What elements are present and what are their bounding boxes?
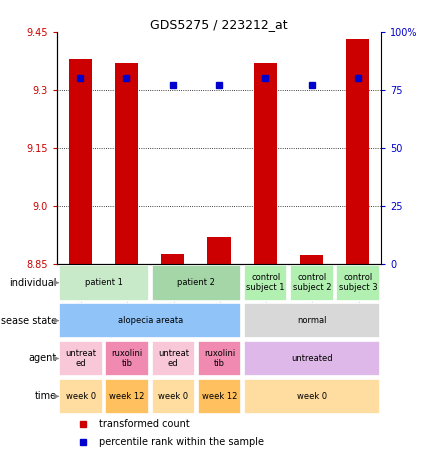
Text: week 12: week 12 [110, 392, 145, 401]
FancyBboxPatch shape [198, 379, 241, 414]
FancyBboxPatch shape [152, 265, 241, 300]
Text: week 0: week 0 [297, 392, 327, 401]
Text: individual: individual [10, 278, 57, 288]
Text: week 0: week 0 [158, 392, 188, 401]
FancyBboxPatch shape [152, 379, 195, 414]
FancyBboxPatch shape [244, 265, 287, 300]
FancyBboxPatch shape [244, 341, 380, 376]
Text: percentile rank within the sample: percentile rank within the sample [99, 437, 264, 447]
Text: ruxolini
tib: ruxolini tib [204, 349, 235, 368]
Text: ruxolini
tib: ruxolini tib [112, 349, 143, 368]
FancyBboxPatch shape [290, 265, 333, 300]
FancyBboxPatch shape [59, 265, 149, 300]
Text: week 12: week 12 [202, 392, 237, 401]
FancyBboxPatch shape [244, 379, 380, 414]
Bar [346, 39, 370, 264]
FancyBboxPatch shape [59, 341, 102, 376]
FancyBboxPatch shape [59, 303, 241, 338]
Text: untreat
ed: untreat ed [65, 349, 96, 368]
Text: control
subject 2: control subject 2 [293, 273, 331, 292]
FancyBboxPatch shape [59, 379, 102, 414]
Text: patient 1: patient 1 [85, 278, 123, 287]
Bar [300, 255, 323, 264]
Title: GDS5275 / 223212_at: GDS5275 / 223212_at [150, 18, 288, 30]
Text: week 0: week 0 [66, 392, 96, 401]
FancyBboxPatch shape [106, 341, 149, 376]
Text: control
subject 1: control subject 1 [247, 273, 285, 292]
Text: time: time [35, 391, 57, 401]
FancyBboxPatch shape [152, 341, 195, 376]
Text: untreated: untreated [291, 354, 332, 363]
Text: transformed count: transformed count [99, 419, 190, 429]
Text: untreat
ed: untreat ed [158, 349, 189, 368]
FancyBboxPatch shape [244, 303, 380, 338]
Text: normal: normal [297, 316, 327, 325]
Text: alopecia areata: alopecia areata [117, 316, 183, 325]
Bar [208, 237, 230, 264]
Text: disease state: disease state [0, 316, 57, 326]
Bar [254, 63, 277, 264]
Bar [68, 59, 92, 264]
Bar [161, 254, 184, 264]
Text: control
subject 3: control subject 3 [339, 273, 377, 292]
FancyBboxPatch shape [198, 341, 241, 376]
FancyBboxPatch shape [336, 265, 380, 300]
Text: patient 2: patient 2 [177, 278, 215, 287]
Text: agent: agent [29, 353, 57, 363]
FancyBboxPatch shape [106, 379, 149, 414]
Bar [115, 63, 138, 264]
